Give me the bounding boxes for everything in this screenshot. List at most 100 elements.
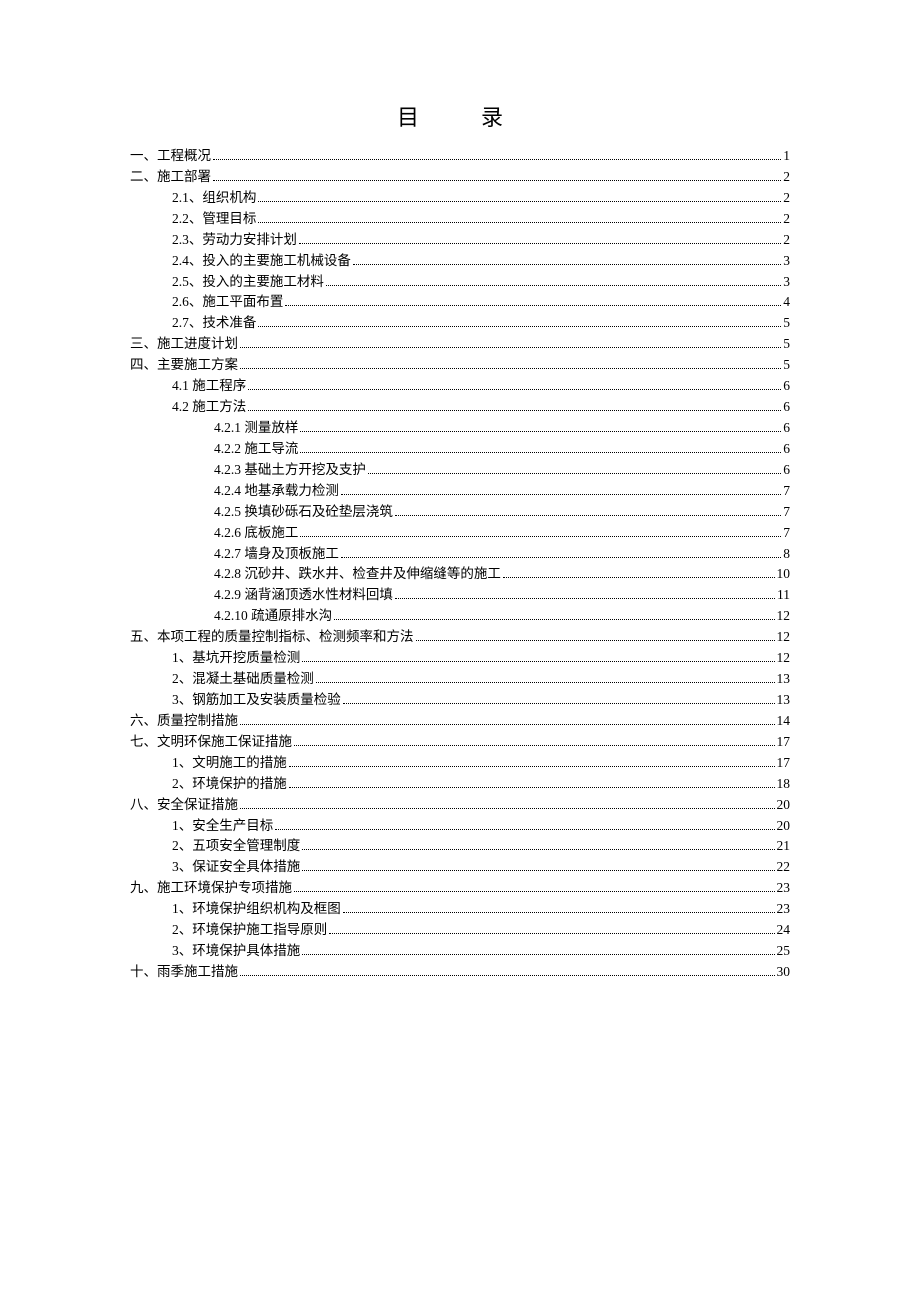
toc-label: 1、安全生产目标 [172,816,273,837]
toc-entry: 四、主要施工方案5 [130,355,790,376]
toc-page-number: 1 [783,146,790,167]
toc-label: 4.2.10 疏通原排水沟 [214,606,332,627]
toc-leader-dots [395,515,781,516]
toc-entry: 2.3、劳动力安排计划 2 [130,230,790,251]
toc-entry: 八、安全保证措施 20 [130,795,790,816]
toc-page-number: 7 [783,502,790,523]
toc-entry: 1、文明施工的措施 17 [130,753,790,774]
toc-label: 4.2.1 测量放样 [214,418,298,439]
toc-entry: 1、环境保护组织机构及框图 23 [130,899,790,920]
toc-label: 十、雨季施工措施 [130,962,238,983]
toc-page-number: 13 [777,669,791,690]
toc-page-number: 8 [783,544,790,565]
toc-label: 1、文明施工的措施 [172,753,287,774]
toc-leader-dots [248,389,781,390]
toc-label: 2.3、劳动力安排计划 [172,230,297,251]
toc-label: 1、环境保护组织机构及框图 [172,899,341,920]
toc-entry: 六、质量控制措施14 [130,711,790,732]
toc-entry: 2、环境保护施工指导原则24 [130,920,790,941]
toc-entry: 4.2.8 沉砂井、跌水井、检查井及伸缩缝等的施工 10 [130,564,790,585]
toc-leader-dots [240,724,775,725]
toc-entry: 1、基坑开挖质量检测12 [130,648,790,669]
toc-leader-dots [302,661,774,662]
toc-leader-dots [343,703,775,704]
toc-entry: 一、工程概况 1 [130,146,790,167]
toc-page-number: 10 [777,564,791,585]
toc-label: 2.7、技术准备 [172,313,256,334]
toc-leader-dots [258,326,781,327]
toc-page-number: 22 [777,857,791,878]
toc-page-number: 3 [783,251,790,272]
toc-leader-dots [302,849,774,850]
toc-page-number: 2 [783,167,790,188]
toc-page-number: 2 [783,188,790,209]
toc-page-number: 18 [777,774,791,795]
toc-entry: 1、安全生产目标20 [130,816,790,837]
toc-label: 4.2.6 底板施工 [214,523,298,544]
toc-leader-dots [275,829,774,830]
toc-label: 一、工程概况 [130,146,211,167]
toc-label: 六、质量控制措施 [130,711,238,732]
toc-leader-dots [416,640,775,641]
toc-page-number: 20 [777,795,791,816]
toc-page-number: 17 [777,753,791,774]
toc-entry: 4.2.10 疏通原排水沟 12 [130,606,790,627]
toc-entry: 2、五项安全管理制度21 [130,836,790,857]
toc-leader-dots [213,159,781,160]
toc-leader-dots [213,180,781,181]
toc-label: 4.1 施工程序 [172,376,246,397]
page-title: 目 录 [130,100,790,132]
toc-page-number: 7 [783,523,790,544]
toc-entry: 4.2.9 涵背涵顶透水性材料回填11 [130,585,790,606]
toc-entry: 五、本项工程的质量控制指标、检测频率和方法12 [130,627,790,648]
toc-leader-dots [302,870,774,871]
toc-leader-dots [240,808,775,809]
toc-leader-dots [240,975,775,976]
toc-leader-dots [353,264,781,265]
toc-entry: 3、钢筋加工及安装质量检验13 [130,690,790,711]
toc-label: 4.2.5 换填砂砾石及砼垫层浇筑 [214,502,393,523]
toc-leader-dots [341,494,781,495]
toc-page-number: 12 [777,648,791,669]
toc-entry: 二、施工部署 2 [130,167,790,188]
toc-leader-dots [329,933,774,934]
toc-label: 4.2.8 沉砂井、跌水井、检查井及伸缩缝等的施工 [214,564,501,585]
toc-label: 二、施工部署 [130,167,211,188]
toc-label: 2.4、投入的主要施工机械设备 [172,251,351,272]
toc-label: 2、环境保护施工指导原则 [172,920,327,941]
toc-label: 八、安全保证措施 [130,795,238,816]
toc-entry: 4.2.7 墙身及顶板施工 8 [130,544,790,565]
toc-leader-dots [240,368,781,369]
toc-entry: 2.1、组织机构2 [130,188,790,209]
toc-label: 2、环境保护的措施 [172,774,287,795]
toc-entry: 4.2 施工方法 6 [130,397,790,418]
toc-leader-dots [258,222,781,223]
toc-leader-dots [316,682,775,683]
toc-page-number: 23 [777,899,791,920]
toc-entry: 2.4、投入的主要施工机械设备 3 [130,251,790,272]
toc-entry: 4.1 施工程序6 [130,376,790,397]
toc-page-number: 5 [783,313,790,334]
toc-label: 4.2 施工方法 [172,397,246,418]
toc-page-number: 12 [777,606,791,627]
toc-leader-dots [258,201,781,202]
toc-page-number: 2 [783,209,790,230]
toc-label: 3、环境保护具体措施 [172,941,300,962]
table-of-contents: 一、工程概况1二、施工部署22.1、组织机构22.2、管理目标22.3、劳动力安… [130,146,790,983]
toc-leader-dots [289,766,775,767]
toc-page-number: 12 [777,627,791,648]
toc-page-number: 4 [783,292,790,313]
toc-page-number: 6 [783,397,790,418]
toc-leader-dots [240,347,781,348]
toc-page-number: 7 [783,481,790,502]
toc-label: 2.5、投入的主要施工材料 [172,272,324,293]
toc-leader-dots [300,536,781,537]
toc-page-number: 2 [783,230,790,251]
toc-leader-dots [503,577,775,578]
toc-entry: 2.2、管理目标2 [130,209,790,230]
toc-label: 3、钢筋加工及安装质量检验 [172,690,341,711]
toc-page-number: 11 [777,585,790,606]
toc-page-number: 21 [777,836,791,857]
toc-entry: 2、混凝土基础质量检测13 [130,669,790,690]
toc-label: 4.2.7 墙身及顶板施工 [214,544,339,565]
